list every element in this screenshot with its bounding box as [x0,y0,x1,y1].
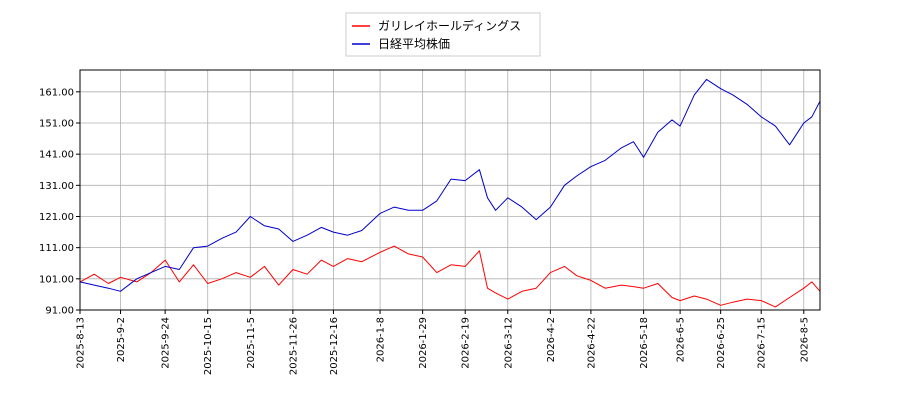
x-tick-label: 2025-9-2 [116,317,127,362]
x-tick-label: 2026-1-8 [376,317,387,362]
x-tick-label: 2026-2-19 [461,317,472,369]
x-tick-label: 2026-4-22 [586,317,597,369]
x-tick-label: 2026-8-5 [799,317,810,362]
y-tick-label: 161.00 [39,87,74,98]
x-tick-label: 2025-12-16 [329,317,340,375]
legend-frame [345,12,541,57]
y-tick-label: 101.00 [39,274,74,285]
y-tick-label: 91.00 [45,306,74,317]
grid-lines [79,70,820,311]
y-tick-label: 131.00 [39,181,74,192]
y-tick-label: 121.00 [39,212,74,223]
x-tick-label: 2026-5-18 [639,317,650,369]
legend-label-nikkei: 日経平均株価 [378,36,450,51]
x-tick-label: 2025-11-5 [246,317,257,369]
x-tick-label: 2025-10-15 [203,317,214,375]
legend-label-galilei: ガリレイホールディングス [378,18,521,33]
y-tick-label: 151.00 [39,118,74,129]
x-tick-label: 2026-3-12 [503,317,514,369]
y-tick-label: 141.00 [39,150,74,161]
series-line-galilei [79,245,821,308]
x-tick-label: 2025-11-26 [288,317,299,375]
plot-area-frame [79,69,821,311]
y-axis: 91.00 101.00 111.00 121.00 131.00 141.00 151.0… [39,87,80,317]
x-tick-label: 2025-8-13 [76,317,87,369]
x-tick-label: 2026-6-25 [716,317,727,369]
series-line-nikkei [79,78,821,292]
legend: ガリレイホールディングス 日経平均株価 [345,12,541,57]
x-tick-label: 2026-6-5 [676,317,687,362]
series-lines [79,78,821,308]
x-tick-label: 2025-9-24 [161,317,172,369]
x-tick-label: 2026-1-29 [418,317,429,369]
y-tick-label: 111.00 [39,243,74,254]
x-tick-label: 2026-4-2 [546,317,557,362]
x-axis: 2025-8-13 2025-9-2 2025-9-24 2025-10-15 2025… [76,310,810,375]
x-tick-label: 2026-7-15 [757,317,768,369]
